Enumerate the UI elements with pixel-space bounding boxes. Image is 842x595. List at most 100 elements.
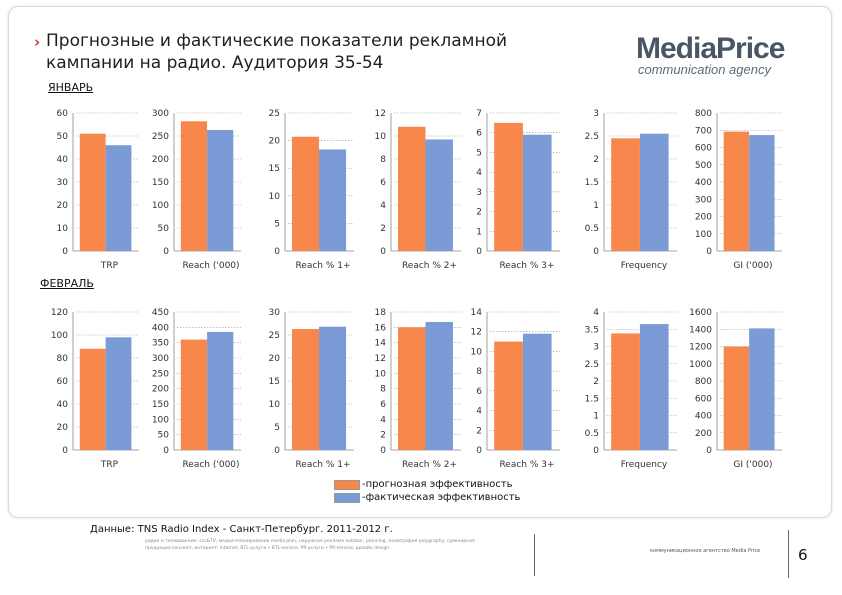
jan-chart-5-tick-label: 0.5 <box>585 224 599 234</box>
jan-chart-2-bar-forecast <box>291 136 320 251</box>
feb-chart-1-category-label: Reach ('000) <box>182 460 239 470</box>
jan-chart-3-tick-label: 12 <box>375 109 386 119</box>
jan-chart-0-tick-label: 20 <box>57 201 69 211</box>
feb-chart-1-tick-label: 250 <box>152 369 169 379</box>
feb-chart-6-tick-label: 1000 <box>689 360 712 370</box>
feb-chart-5-tick-label: 0.5 <box>585 429 599 439</box>
feb-chart-2-tick-label: 30 <box>269 308 281 318</box>
feb-chart-5-tick-label: 1.5 <box>585 394 599 404</box>
feb-chart-1-tick-label: 400 <box>152 323 169 333</box>
jan-chart-6-tick-label: 800 <box>695 109 712 119</box>
legend-label-actual: -фактическая эффективность <box>362 492 521 503</box>
section-label-january: ЯНВАРЬ <box>48 81 94 94</box>
feb-chart-6-tick-label: 400 <box>695 412 712 422</box>
jan-chart-0-tick-label: 0 <box>62 247 68 257</box>
feb-chart-2-category-label: Reach % 1+ <box>295 460 350 470</box>
jan-chart-5-category-label: Frequency <box>621 261 668 271</box>
jan-chart-2-bar-actual <box>319 149 347 251</box>
jan-chart-0-tick-label: 40 <box>57 155 69 165</box>
jan-chart-0-tick-label: 60 <box>57 109 69 119</box>
feb-chart-3-tick-label: 6 <box>380 400 386 410</box>
jan-chart-5-tick-label: 3 <box>593 109 599 119</box>
feb-chart-0-category-label: TRP <box>100 460 119 470</box>
feb-chart-1-tick-label: 0 <box>163 446 169 456</box>
legend-item-forecast: -прогнозная эффективность <box>334 478 520 491</box>
jan-chart-6-tick-label: 600 <box>695 144 712 154</box>
jan-chart-1-tick-label: 150 <box>152 178 169 188</box>
feb-chart-3-tick-label: 8 <box>380 385 386 395</box>
page-title: Прогнозные и фактические показатели рекл… <box>46 31 508 73</box>
section-label-february: ФЕВРАЛЬ <box>40 277 94 290</box>
jan-chart-2-category-label: Reach % 1+ <box>295 261 350 271</box>
jan-chart-2-tick-label: 10 <box>269 192 281 202</box>
jan-chart-5-tick-label: 1.5 <box>585 178 599 188</box>
jan-chart-4-tick-label: 6 <box>476 129 482 139</box>
jan-chart-4-tick-label: 3 <box>476 188 482 198</box>
feb-chart-0-tick-label: 0 <box>62 446 68 456</box>
feb-chart-2-bar-forecast <box>291 329 320 450</box>
feb-chart-1-tick-label: 350 <box>152 339 169 349</box>
jan-chart-3-bar-actual <box>425 139 453 251</box>
feb-chart-1-tick-label: 450 <box>152 308 169 318</box>
jan-chart-4-bar-actual <box>522 134 552 251</box>
legend-label-forecast: -прогнозная эффективность <box>362 479 513 490</box>
feb-chart-5-tick-label: 2 <box>593 377 599 387</box>
jan-chart-4-tick-label: 1 <box>476 227 482 237</box>
jan-chart-4-tick-label: 7 <box>476 109 482 119</box>
jan-chart-1-tick-label: 300 <box>152 109 169 119</box>
feb-chart-3-tick-label: 12 <box>375 354 386 364</box>
jan-chart-6-category-label: GI ('000) <box>733 261 772 271</box>
feb-chart-1-tick-label: 50 <box>158 431 170 441</box>
feb-chart-4-bar-forecast <box>494 341 523 450</box>
feb-chart-5-tick-label: 3.5 <box>585 325 599 335</box>
feb-chart-0-bar-actual <box>105 337 132 450</box>
chart-legend: -прогнозная эффективность -фактическая э… <box>334 478 520 504</box>
feb-chart-1-tick-label: 150 <box>152 400 169 410</box>
feb-chart-5-category-label: Frequency <box>621 460 668 470</box>
jan-chart-6-tick-label: 300 <box>695 195 712 205</box>
jan-chart-5-tick-label: 0 <box>593 247 599 257</box>
jan-chart-5-bar-actual <box>639 133 669 251</box>
jan-chart-1-tick-label: 250 <box>152 132 169 142</box>
feb-chart-0-tick-label: 120 <box>51 308 68 318</box>
feb-chart-1-bar-forecast <box>180 339 208 450</box>
feb-chart-5-tick-label: 1 <box>593 412 599 422</box>
feb-chart-3-category-label: Reach % 2+ <box>402 460 457 470</box>
feb-chart-6-tick-label: 1200 <box>689 343 712 353</box>
jan-chart-4-tick-label: 2 <box>476 208 482 218</box>
page-number: 6 <box>798 546 808 564</box>
jan-chart-2-tick-label: 25 <box>269 109 280 119</box>
jan-chart-3-category-label: Reach % 2+ <box>402 261 457 271</box>
jan-chart-1-tick-label: 0 <box>163 247 169 257</box>
jan-chart-1-bar-actual <box>207 130 234 251</box>
jan-chart-0-tick-label: 50 <box>57 132 69 142</box>
jan-chart-6-bar-actual <box>749 135 775 251</box>
feb-chart-4-category-label: Reach % 3+ <box>499 460 554 470</box>
feb-chart-6-tick-label: 800 <box>695 377 712 387</box>
jan-chart-6-tick-label: 100 <box>695 230 712 240</box>
feb-chart-3-tick-label: 14 <box>375 339 387 349</box>
feb-chart-2-bar-actual <box>319 326 347 450</box>
jan-chart-5-tick-label: 1 <box>593 201 599 211</box>
feb-chart-4-tick-label: 10 <box>471 347 483 357</box>
feb-chart-4-tick-label: 0 <box>476 446 482 456</box>
feb-chart-3-tick-label: 0 <box>380 446 386 456</box>
services-list: радио и телевидение: scc&TV, медиа-плани… <box>145 538 525 552</box>
jan-chart-3-bar-forecast <box>398 126 426 251</box>
feb-chart-3-tick-label: 10 <box>375 369 387 379</box>
jan-chart-1-bar-forecast <box>180 121 208 251</box>
legend-swatch-actual <box>334 492 360 503</box>
feb-chart-4-tick-label: 8 <box>476 367 482 377</box>
feb-chart-1-tick-label: 100 <box>152 415 169 425</box>
services-line-2: продукция souvenir, интернет: internet, … <box>145 546 390 551</box>
feb-chart-4-tick-label: 14 <box>471 308 483 318</box>
feb-chart-6-tick-label: 200 <box>695 429 712 439</box>
jan-chart-3-tick-label: 6 <box>380 178 386 188</box>
feb-chart-2-tick-label: 5 <box>274 423 280 433</box>
feb-chart-2-tick-label: 20 <box>269 354 281 364</box>
jan-chart-1-category-label: Reach ('000) <box>182 261 239 271</box>
page-divider <box>788 530 789 578</box>
footer-divider <box>534 534 535 576</box>
jan-chart-2-tick-label: 20 <box>269 137 281 147</box>
